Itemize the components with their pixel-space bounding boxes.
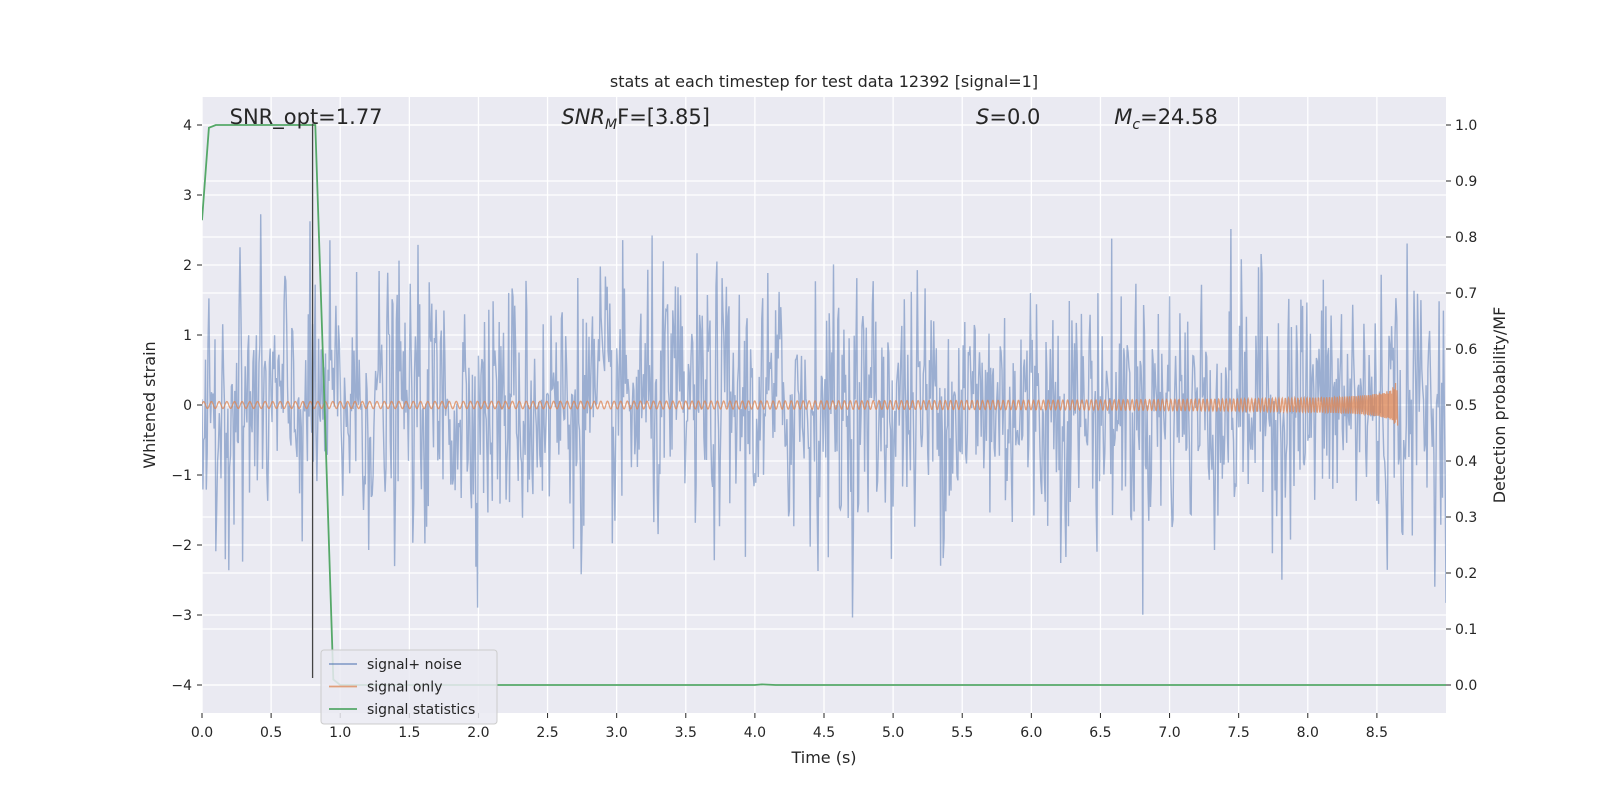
annotation-value: =24.58 xyxy=(1140,105,1218,129)
legend-entry: signal statistics xyxy=(367,702,475,718)
y-tick-label: 0 xyxy=(183,398,192,414)
x-tick-label: 4.0 xyxy=(744,725,766,741)
y2-tick-label: 0.4 xyxy=(1455,454,1477,470)
x-axis-label: Time (s) xyxy=(790,748,856,767)
y2-tick-label: 0.3 xyxy=(1455,510,1477,526)
signal-noise-line xyxy=(202,214,1446,618)
x-tick-label: 0.5 xyxy=(260,725,282,741)
y2-tick-label: 0.2 xyxy=(1455,566,1477,582)
annotation-value: =0.0 xyxy=(989,105,1040,129)
chart-title: stats at each timestep for test data 123… xyxy=(610,72,1038,91)
annotation-symbol: M xyxy=(1114,105,1132,129)
x-tick-label: 0.0 xyxy=(191,725,213,741)
y-tick-label: −1 xyxy=(171,468,192,484)
x-tick-label: 1.5 xyxy=(398,725,420,741)
legend-entry: signal only xyxy=(367,680,442,696)
legend: signal+ noise signal only signal statistic… xyxy=(320,649,498,725)
y2-axis-label: Detection probability/MF xyxy=(1490,307,1509,504)
x-tick-label: 3.0 xyxy=(606,725,628,741)
y-tick-label: 4 xyxy=(183,118,192,134)
x-tick-label: 8.0 xyxy=(1297,725,1319,741)
x-tick-label: 5.0 xyxy=(882,725,904,741)
y-tick-label: 3 xyxy=(183,188,192,204)
y-tick-label: 1 xyxy=(183,328,192,344)
annotation-value: F=[3.85] xyxy=(617,105,710,129)
annotation-symbol: S xyxy=(976,105,989,129)
annotation-subscript: c xyxy=(1132,117,1140,133)
x-tick-label: 4.5 xyxy=(813,725,835,741)
x-tick-label: 3.5 xyxy=(675,725,697,741)
x-tick-label: 6.0 xyxy=(1020,725,1042,741)
annotation-symbol: SNR xyxy=(561,105,605,129)
x-tick-label: 6.5 xyxy=(1089,725,1111,741)
stat-annotation: Mc=24.58 xyxy=(1114,105,1218,133)
axes: 0.0 0.5 1.0 1.5 2.0 2.5 3.0 3.5 4.0 4.5 5.0 5.5 6.0 6… xyxy=(171,118,1477,741)
annotations: SNR_opt=1.77 SNRMF=[3.85] S=0.0 Mc=24.58 xyxy=(230,105,1218,133)
stat-annotation: SNR_opt=1.77 xyxy=(230,105,383,130)
x-tick-label: 7.5 xyxy=(1228,725,1250,741)
y-tick-label: −3 xyxy=(171,608,192,624)
y2-tick-label: 0.1 xyxy=(1455,622,1477,638)
x-tick-label: 7.0 xyxy=(1158,725,1180,741)
y-tick-label: −2 xyxy=(171,538,192,554)
stat-annotation: SNRMF=[3.85] xyxy=(561,105,710,133)
y2-tick-label: 0.9 xyxy=(1455,174,1477,190)
x-tick-label: 1.0 xyxy=(329,725,351,741)
y2-tick-label: 0.8 xyxy=(1455,230,1477,246)
x-tick-label: 5.5 xyxy=(951,725,973,741)
x-tick-label: 2.5 xyxy=(536,725,558,741)
signal-only-line xyxy=(202,383,1399,426)
annotation-subscript: M xyxy=(605,117,617,133)
y2-tick-label: 0.7 xyxy=(1455,286,1477,302)
stat-annotation: S=0.0 xyxy=(976,105,1040,129)
x-tick-label: 2.0 xyxy=(467,725,489,741)
y-tick-label: −4 xyxy=(171,678,192,694)
y2-tick-label: 0.6 xyxy=(1455,342,1477,358)
legend-box xyxy=(320,649,498,725)
y2-tick-label: 0.5 xyxy=(1455,398,1477,414)
x-tick-label: 8.5 xyxy=(1366,725,1388,741)
y2-tick-label: 1.0 xyxy=(1455,118,1477,134)
legend-entry: signal+ noise xyxy=(367,657,462,673)
y-axis-label: Whitened strain xyxy=(140,341,159,468)
y2-tick-label: 0.0 xyxy=(1455,678,1477,694)
y-tick-label: 2 xyxy=(183,258,192,274)
